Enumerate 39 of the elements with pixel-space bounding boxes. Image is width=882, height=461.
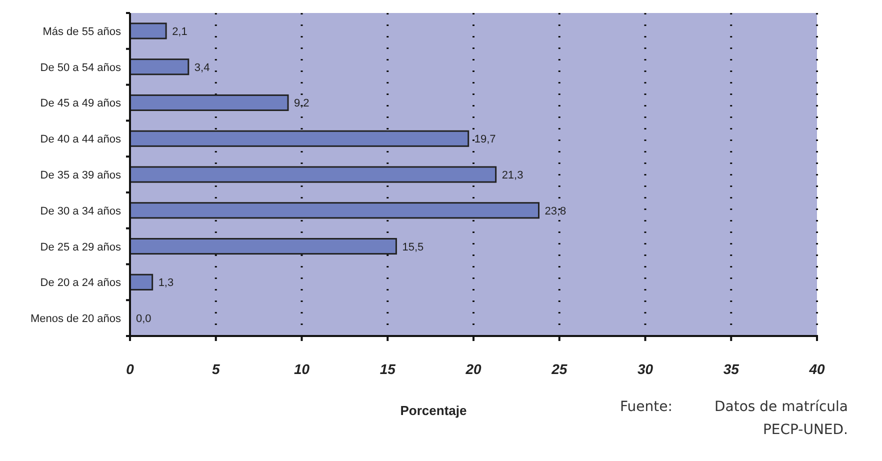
bar: [129, 274, 154, 290]
y-tick-label: Más de 55 años: [42, 26, 122, 38]
y-tick-label: De 40 a 44 años: [40, 134, 122, 146]
y-tick-label: De 50 a 54 años: [40, 62, 122, 74]
y-tick-label: De 35 a 39 años: [40, 170, 122, 182]
text: PECP-UNED.: [762, 422, 848, 438]
x-tick-label: 15: [380, 361, 396, 377]
y-tick-label: De 25 a 29 años: [40, 241, 122, 254]
text: Datos de matrícula: [714, 399, 848, 415]
bar: [129, 58, 190, 76]
data-label: 9,2: [294, 98, 310, 110]
data-label: 2,1: [172, 26, 188, 38]
x-tick-label: 35: [723, 361, 740, 377]
x-tick-label: 30: [637, 361, 654, 377]
y-tick-label: Menos de 20 años: [30, 313, 122, 326]
data-label: 23,8: [544, 205, 566, 218]
bar: [129, 22, 167, 40]
data-label: 15,5: [402, 241, 424, 254]
x-tick-label: 20: [464, 361, 482, 377]
x-tick-label: 5: [212, 361, 220, 377]
x-axis-title: Porcentaje: [400, 403, 467, 418]
y-tick-label: De 30 a 34 años: [40, 205, 122, 218]
data-label: 0,0: [136, 313, 152, 326]
data-label: 21,3: [502, 170, 524, 182]
bar: [129, 94, 289, 112]
y-tick-label: De 45 a 49 años: [40, 98, 122, 110]
x-tick-label: 0: [126, 361, 134, 377]
x-tick-label: 10: [294, 361, 310, 377]
data-label: 3,4: [194, 62, 210, 74]
bar: [129, 238, 397, 255]
bar: [129, 202, 540, 219]
data-label: 1,3: [158, 277, 174, 290]
y-tick-label: De 20 a 24 años: [40, 277, 122, 290]
bar: [129, 130, 470, 147]
data-label: 19,7: [474, 134, 496, 146]
x-tick-label: 25: [550, 361, 568, 377]
source-note: Fuente:: [620, 399, 672, 415]
x-tick-label: 40: [808, 361, 825, 377]
bar: [129, 166, 497, 183]
